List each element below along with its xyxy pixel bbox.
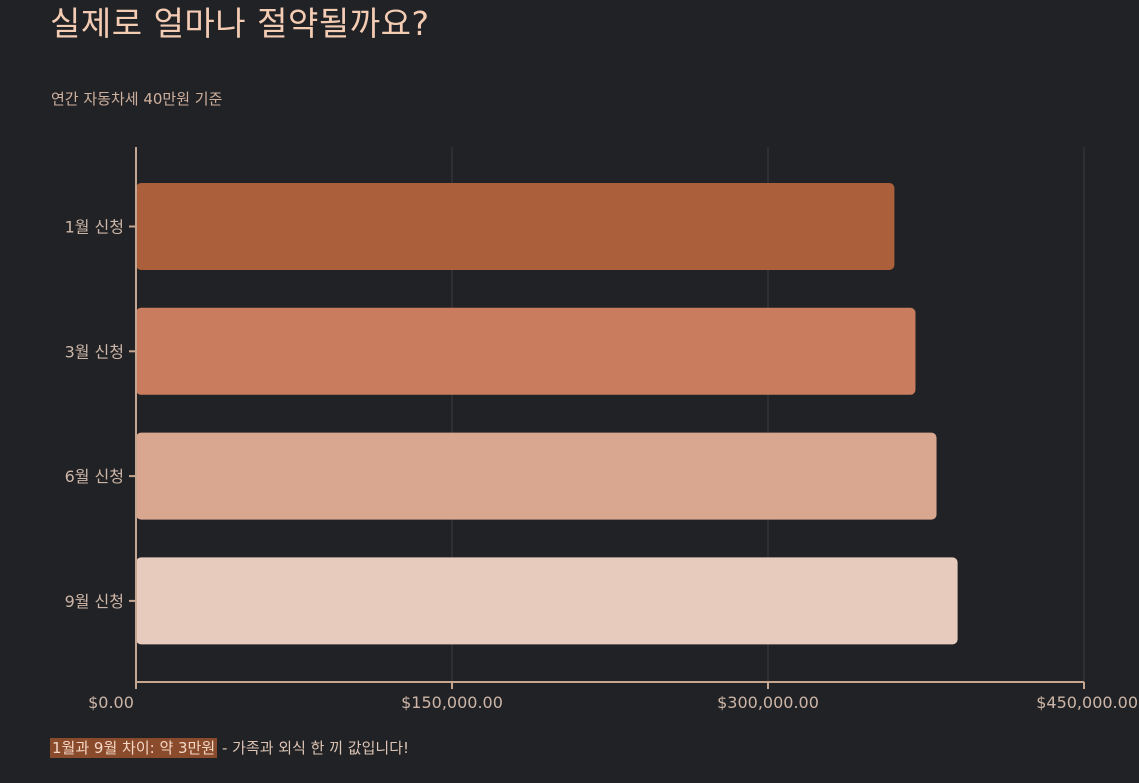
y-tick-label: 1월 신청: [65, 218, 124, 237]
x-tick-label: $150,000.00: [401, 693, 503, 712]
bar: [136, 557, 958, 645]
chart-title: 실제로 얼마나 절약될까요?: [50, 4, 430, 43]
x-tick-label: $300,000.00: [717, 693, 819, 712]
y-tick-label: 3월 신청: [65, 342, 124, 361]
bar: [136, 432, 937, 520]
savings-highlight: 1월과 9월 차이: 약 3만원: [50, 738, 218, 758]
bar: [136, 183, 895, 270]
savings-note-text: - 가족과 외식 한 끼 값입니다!: [217, 739, 410, 757]
bar: [136, 307, 916, 395]
x-tick-label: $450,000.00: [1036, 693, 1138, 712]
y-tick-label: 9월 신청: [65, 592, 124, 611]
x-tick-label: $0.00: [88, 693, 134, 712]
chart-subtitle: 연간 자동차세 40만원 기준: [51, 90, 223, 108]
y-tick-label: 6월 신청: [65, 467, 124, 486]
savings-note: 1월과 9월 차이: 약 3만원 - 가족과 외식 한 끼 값입니다!: [50, 737, 409, 759]
